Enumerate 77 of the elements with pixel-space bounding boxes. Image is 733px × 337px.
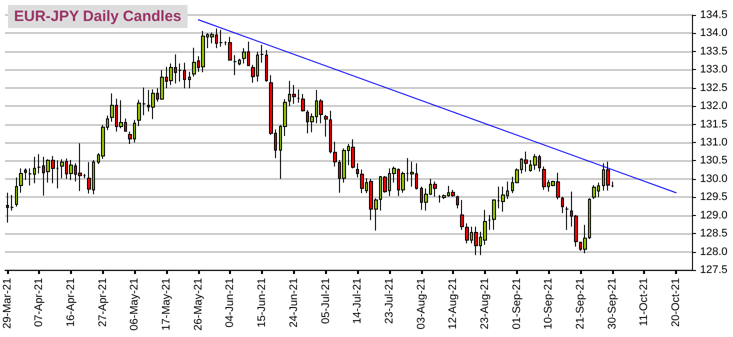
candlestick xyxy=(606,161,610,192)
candlestick xyxy=(292,84,296,104)
x-tick-label: 29-Mar-21 xyxy=(1,278,14,329)
candlestick xyxy=(151,88,155,120)
candlestick xyxy=(15,176,18,208)
candlestick xyxy=(201,30,205,73)
x-tick-label: 10-Sep-21 xyxy=(542,278,555,330)
candlestick xyxy=(542,166,546,190)
candlestick xyxy=(433,180,437,198)
x-tick-label: 27-Apr-21 xyxy=(96,278,109,327)
candlestick xyxy=(188,71,191,89)
y-tick-label: 131.0 xyxy=(700,136,728,148)
x-tick-label: 21-Sep-21 xyxy=(574,278,587,330)
y-tick-label: 134.5 xyxy=(700,9,728,21)
y-tick-label: 132.0 xyxy=(700,100,728,112)
y-tick-label: 134.0 xyxy=(700,27,728,40)
candlestick xyxy=(456,195,459,209)
candlestick xyxy=(583,224,587,254)
x-tick-label: 26-May-21 xyxy=(192,278,204,331)
x-tick-label: 04-Jun-21 xyxy=(224,278,236,328)
candlestick xyxy=(60,158,64,179)
candlestick xyxy=(210,32,214,44)
candlestick xyxy=(561,196,564,214)
candlestick xyxy=(160,70,164,100)
candlestick xyxy=(324,114,328,138)
candlestick xyxy=(565,206,569,230)
x-tick-label: 24-Jun-21 xyxy=(288,278,300,328)
y-tick-label: 133.0 xyxy=(700,64,728,76)
y-tick-label: 129.0 xyxy=(700,209,728,222)
x-tick-label: 30-Sep-21 xyxy=(606,278,618,330)
chart-title: EUR-JPY Daily Candles xyxy=(14,8,182,25)
candlestick xyxy=(69,159,73,181)
x-tick-label: 06-May-21 xyxy=(128,278,141,331)
x-tick-label: 05-Jul-21 xyxy=(320,278,332,324)
candlestick xyxy=(78,142,82,192)
candlestick xyxy=(329,110,332,154)
candlestick xyxy=(474,226,478,256)
candlestick xyxy=(24,168,27,181)
candlestick xyxy=(533,154,537,170)
x-tick-label: 11-Oct-21 xyxy=(638,278,650,326)
x-tick-label: 15-Jun-21 xyxy=(256,278,268,328)
y-tick-label: 130.5 xyxy=(700,154,728,167)
candlestick xyxy=(588,198,591,240)
x-tick-label: 23-Jul-21 xyxy=(383,278,396,324)
candlestick xyxy=(119,100,123,129)
x-tick-label: 12-Aug-21 xyxy=(447,278,460,330)
x-tick-label: 20-Oct-21 xyxy=(670,278,682,327)
x-tick-label: 23-Aug-21 xyxy=(478,278,491,330)
candlestick xyxy=(228,36,232,62)
y-tick-label: 131.5 xyxy=(700,118,728,130)
y-tick-label: 133.5 xyxy=(700,45,728,58)
y-tick-label: 129.5 xyxy=(700,191,728,204)
x-tick-label: 03-Aug-21 xyxy=(415,278,428,330)
candlestick xyxy=(219,29,223,48)
candlestick xyxy=(451,189,455,198)
candlestick xyxy=(19,168,23,194)
candlestick xyxy=(465,222,469,244)
candlestick xyxy=(592,184,596,200)
y-tick-label: 128.5 xyxy=(700,228,728,240)
candlestick xyxy=(611,180,614,188)
candlestick xyxy=(524,151,528,172)
y-tick-label: 128.0 xyxy=(700,246,728,258)
y-tick-label: 130.0 xyxy=(700,172,728,185)
candlestick xyxy=(192,47,196,78)
candlestick xyxy=(233,54,237,76)
x-tick-label: 07-Apr-21 xyxy=(33,278,46,327)
candlestick xyxy=(460,200,464,230)
x-tick-label: 14-Jul-21 xyxy=(352,278,364,324)
y-tick-label: 127.5 xyxy=(700,264,728,276)
candlestick xyxy=(87,162,91,194)
y-tick-label: 132.5 xyxy=(700,82,728,94)
x-tick-label: 16-Apr-21 xyxy=(64,278,77,327)
candlestick xyxy=(410,161,414,188)
x-tick-label: 01-Sep-21 xyxy=(510,278,523,330)
candlestick xyxy=(351,138,355,169)
x-tick-label: 17-May-21 xyxy=(160,278,173,331)
candlestick xyxy=(301,94,305,112)
